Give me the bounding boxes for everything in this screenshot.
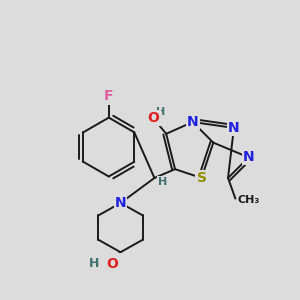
Text: H: H — [89, 257, 99, 270]
Text: N: N — [115, 196, 126, 210]
Text: N: N — [228, 121, 240, 135]
Text: H: H — [158, 176, 167, 187]
Text: N: N — [243, 150, 254, 164]
Text: S: S — [196, 171, 206, 185]
Text: CH₃: CH₃ — [238, 195, 260, 205]
Text: O: O — [106, 257, 118, 271]
Text: H: H — [156, 107, 165, 117]
Text: N: N — [187, 115, 199, 129]
Text: O: O — [148, 111, 160, 125]
Text: F: F — [104, 89, 113, 103]
